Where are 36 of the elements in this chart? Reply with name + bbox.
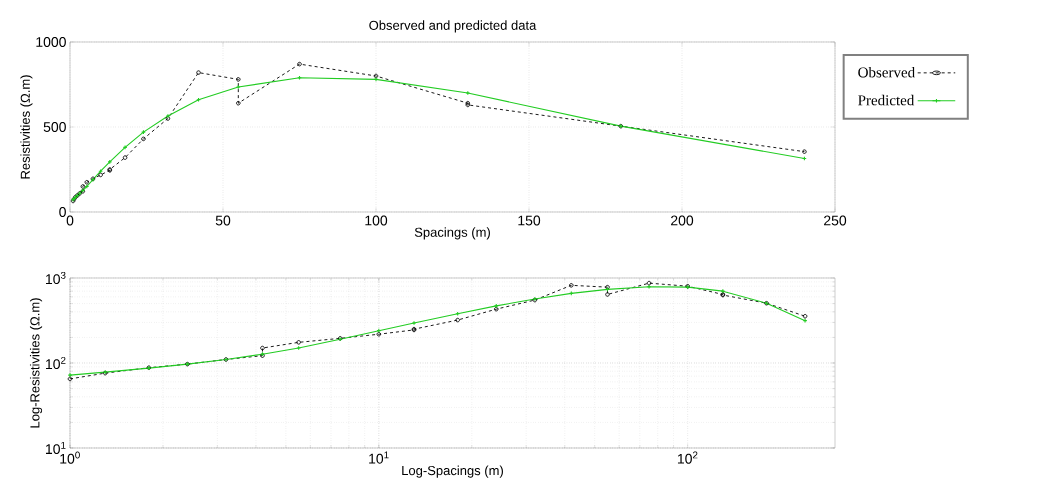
point [373, 77, 379, 82]
y-tick-label: 1000 [36, 37, 66, 47]
x-tick-label: 50 [215, 215, 231, 226]
x-tick-label: 100 [365, 215, 388, 226]
x-tick-label: 250 [824, 215, 847, 226]
chart-title: Observed and predicted data [369, 20, 537, 33]
point [80, 184, 86, 189]
y-axis-title: Log-Resistivities (Ω.m) [29, 298, 43, 428]
point [141, 136, 146, 142]
point [122, 155, 128, 160]
x-axis-title: Log-Spacings (m) [402, 465, 503, 478]
point [98, 172, 103, 178]
x-tick-label: 10$^{1}$ [369, 451, 389, 464]
x-tick-label: 200 [671, 215, 694, 226]
point [802, 149, 807, 154]
point [236, 77, 241, 82]
y-tick-label: 0 [59, 207, 66, 217]
x-axis-title: Spacings (m) [414, 227, 490, 240]
y-tick-label: 10$^{2}$ [46, 356, 66, 370]
legend-label: Predicted [858, 94, 915, 106]
point [84, 179, 90, 185]
point [235, 84, 241, 90]
x-tick-label: 150 [518, 215, 541, 226]
y-tick-label: 500 [43, 122, 66, 132]
y-axis-title: Resistivities (Ω.m) [20, 75, 33, 179]
y-tick-label: 10$^{3}$ [46, 271, 66, 285]
point [196, 70, 201, 75]
point [465, 90, 471, 96]
point [373, 73, 379, 79]
legend-label: Observed [858, 66, 915, 78]
point [141, 129, 146, 135]
point [122, 145, 128, 150]
point [236, 100, 241, 106]
point [297, 61, 302, 67]
x-tick-label: 0 [66, 215, 74, 226]
x-tick-label: 10$^{2}$ [677, 451, 698, 464]
